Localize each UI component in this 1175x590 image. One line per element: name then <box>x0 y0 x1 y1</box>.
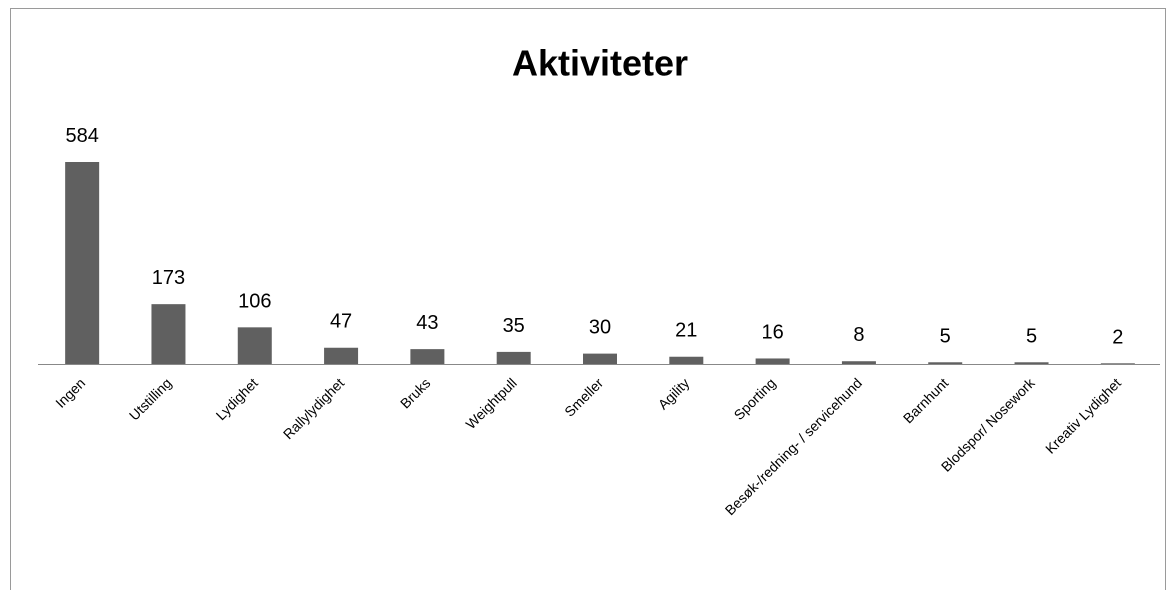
chart-title: Aktiviteter <box>512 43 688 84</box>
bar <box>928 362 963 364</box>
bar <box>755 358 790 364</box>
bar <box>841 361 876 364</box>
data-label: 30 <box>589 317 611 339</box>
data-label: 8 <box>853 324 864 346</box>
bar <box>1100 363 1135 364</box>
data-label: 16 <box>761 321 783 343</box>
data-label: 2 <box>1112 326 1123 348</box>
bar <box>496 351 531 364</box>
data-label: 35 <box>503 315 525 337</box>
data-label: 5 <box>940 325 951 347</box>
bar <box>1014 362 1049 364</box>
data-label: 21 <box>675 320 697 342</box>
bar <box>669 356 704 364</box>
data-label: 173 <box>152 267 185 289</box>
data-label: 106 <box>238 290 271 312</box>
data-label: 47 <box>330 311 352 333</box>
bar <box>237 327 272 364</box>
data-label: 584 <box>65 125 98 147</box>
bar <box>583 353 617 364</box>
data-label: 43 <box>416 312 438 334</box>
bar <box>65 162 100 364</box>
chart-frame <box>10 8 1166 590</box>
bar <box>410 349 445 364</box>
bar <box>324 347 359 364</box>
data-label: 5 <box>1026 325 1037 347</box>
bar <box>151 304 186 364</box>
